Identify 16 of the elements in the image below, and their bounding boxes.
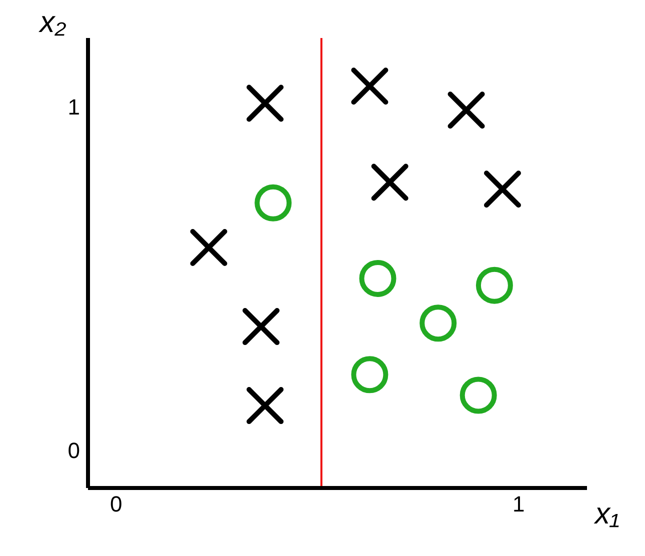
point: [254, 184, 292, 222]
point: [476, 266, 513, 304]
point: [448, 92, 485, 129]
point: [190, 229, 228, 266]
y-axis-title: x₂: [38, 6, 67, 39]
point: [420, 304, 457, 342]
point: [359, 260, 396, 297]
point: [246, 387, 284, 424]
point: [246, 84, 284, 122]
point: [242, 308, 280, 346]
point: [371, 164, 408, 201]
point: [460, 376, 497, 414]
point: [351, 68, 388, 105]
point: [351, 356, 388, 394]
x-axis-title: x₁: [593, 498, 620, 531]
point: [484, 170, 521, 208]
